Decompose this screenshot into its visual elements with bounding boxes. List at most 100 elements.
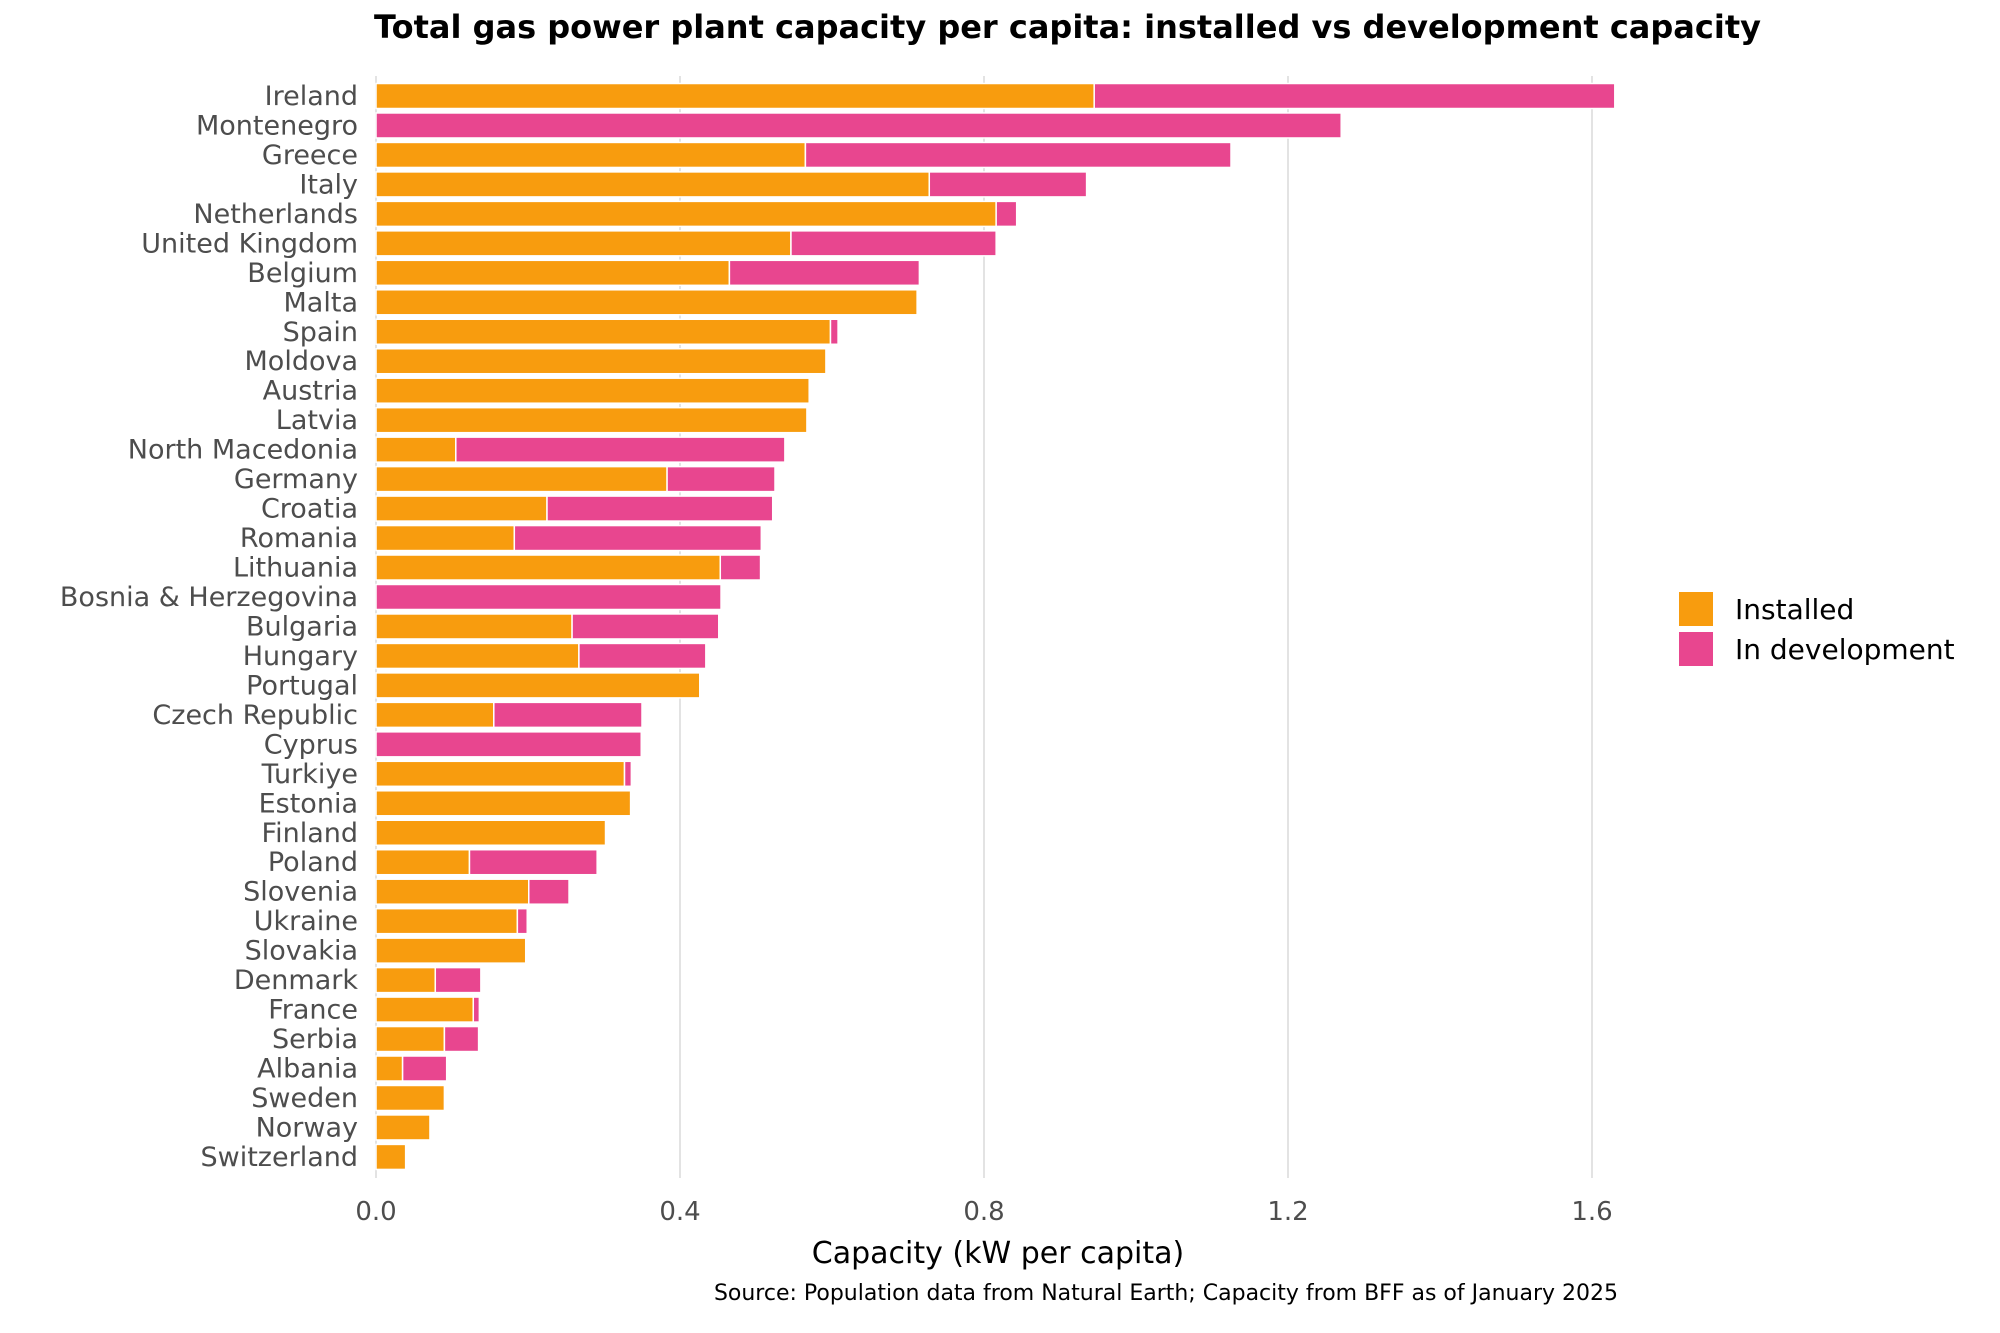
bar-in-development[interactable] [375,112,1342,139]
bar-in-development[interactable] [719,554,762,581]
bar-installed[interactable] [375,1114,431,1141]
x-tick-label: 1.2 [1267,1197,1308,1227]
bar-installed[interactable] [375,377,810,404]
chart-title: Total gas power plant capacity per capit… [374,8,1761,46]
x-axis-label: Capacity (kW per capita) [812,1236,1184,1271]
bar-in-development[interactable] [546,495,774,522]
bar-in-development[interactable] [468,848,598,876]
bar-installed[interactable] [375,907,519,935]
bar-installed[interactable] [375,289,918,316]
source-note: Source: Population data from Natural Ear… [713,1281,1618,1306]
bar-installed[interactable] [375,259,731,287]
bar-installed[interactable] [375,642,580,670]
bar-in-development[interactable] [578,642,707,670]
bar-installed[interactable] [375,318,832,346]
bar-in-development[interactable] [434,966,482,994]
category-label: Slovenia [243,877,358,908]
category-label: Albania [257,1054,358,1085]
category-label: Serbia [272,1024,358,1055]
x-tick-label: 0.4 [659,1197,700,1227]
bar-installed[interactable] [375,760,626,788]
category-label: Hungary [243,641,358,672]
bar-in-development[interactable] [528,878,570,905]
category-label: Spain [283,317,358,348]
bar-installed[interactable] [375,200,997,228]
bar-installed[interactable] [375,465,668,493]
bar-installed[interactable] [375,406,808,434]
bar-installed[interactable] [375,1143,407,1171]
bar-in-development[interactable] [623,760,633,788]
legend-swatch-1 [1679,632,1713,666]
category-label: Italy [299,169,358,200]
bar-installed[interactable] [375,672,701,699]
category-label: Czech Republic [152,700,358,731]
category-label: Bulgaria [246,611,358,642]
bar-installed[interactable] [375,701,495,729]
bar-in-development[interactable] [995,200,1018,228]
bar-in-development[interactable] [375,731,642,758]
category-label: Switzerland [201,1142,359,1173]
bar-installed[interactable] [375,495,548,522]
x-tick-label: 1.6 [1571,1197,1612,1227]
category-label: Norway [256,1112,358,1143]
legend-label-1: In development [1735,633,1955,666]
bar-installed[interactable] [375,937,527,964]
bar-installed[interactable] [375,966,437,994]
bar-in-development[interactable] [455,436,786,463]
bar-installed[interactable] [375,141,807,169]
bar-installed[interactable] [375,554,722,581]
bar-installed[interactable] [375,82,1095,110]
category-label: Croatia [261,494,358,525]
legend-swatch-0 [1679,592,1713,626]
bar-installed[interactable] [375,436,457,463]
category-label: Portugal [246,670,358,701]
category-label: Moldova [245,346,359,377]
bar-installed[interactable] [375,347,827,375]
bar-in-development[interactable] [928,171,1088,198]
bar-installed[interactable] [375,1084,446,1112]
bar-installed[interactable] [375,848,471,876]
bar-in-development[interactable] [493,701,643,729]
bar-installed[interactable] [375,1025,446,1053]
bar-installed[interactable] [375,524,516,552]
category-label: North Macedonia [128,435,358,466]
bar-in-development[interactable] [571,613,720,640]
category-label: United Kingdom [141,228,358,259]
category-label: Bosnia & Herzegovina [60,582,358,613]
category-label: Germany [234,464,358,495]
bar-in-development[interactable] [375,583,722,611]
bar-installed[interactable] [375,1055,404,1082]
bar-in-development[interactable] [790,230,997,257]
category-label: Greece [262,140,358,171]
category-label: Ireland [265,81,358,112]
bar-installed[interactable] [375,613,573,640]
bar-in-development[interactable] [666,465,776,493]
bar-in-development[interactable] [513,524,763,552]
category-label: Ukraine [254,906,358,937]
bar-installed[interactable] [375,996,475,1023]
bar-installed[interactable] [375,230,792,257]
category-label: Romania [240,523,358,554]
bar-in-development[interactable] [829,318,839,346]
bar-in-development[interactable] [472,996,481,1023]
category-label: Belgium [247,258,358,289]
bar-in-development[interactable] [1093,82,1616,110]
bar-installed[interactable] [375,819,607,846]
category-label: Finland [262,818,358,849]
category-label: Turkiye [261,759,358,790]
category-label: Latvia [276,405,358,436]
bar-in-development[interactable] [804,141,1232,169]
bar-in-development[interactable] [443,1025,480,1053]
bar-in-development[interactable] [401,1055,448,1082]
category-label: Lithuania [233,553,358,584]
bar-in-development[interactable] [516,907,528,935]
bar-installed[interactable] [375,790,632,817]
bar-installed[interactable] [375,171,931,198]
category-label: France [268,995,358,1026]
bar-in-development[interactable] [728,259,921,287]
category-label: Slovakia [245,936,358,967]
category-label: Malta [284,287,358,318]
bar-installed[interactable] [375,878,530,905]
